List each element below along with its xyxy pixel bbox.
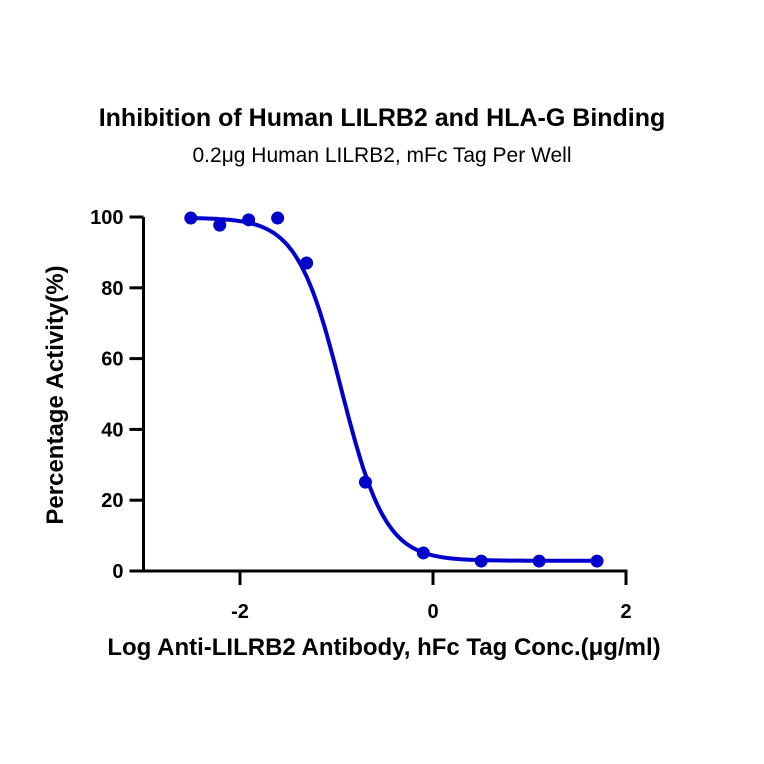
y-axis-label: Percentage Activity(%) <box>42 265 69 524</box>
y-tick-label: 60 <box>101 349 123 371</box>
data-point <box>271 211 285 225</box>
y-tick-label: 100 <box>90 207 123 229</box>
chart-title: Inhibition of Human LILRB2 and HLA-G Bin… <box>98 104 666 132</box>
chart-subtitle: 0.2μg Human LILRB2, mFc Tag Per Well <box>192 144 572 167</box>
data-point <box>416 546 430 560</box>
data-point <box>300 256 314 270</box>
data-point <box>532 554 546 568</box>
data-point <box>474 554 488 568</box>
data-point <box>358 475 372 489</box>
data-point <box>590 554 604 568</box>
fit-curve <box>190 216 597 563</box>
data-point <box>184 211 198 225</box>
y-tick-label: 0 <box>112 561 123 583</box>
x-axis-label: Log Anti-LILRB2 Antibody, hFc Tag Conc.(… <box>107 634 660 661</box>
x-tick-label: 2 <box>620 601 631 623</box>
x-tick-label: 0 <box>427 601 438 623</box>
y-tick-label: 80 <box>101 278 123 300</box>
data-point <box>242 213 256 227</box>
x-tick-label: -2 <box>231 601 249 623</box>
axes: 0 20 40 60 80 100 -2 0 2 <box>90 207 631 623</box>
y-tick-label: 40 <box>101 419 123 441</box>
y-tick-label: 20 <box>101 490 123 512</box>
data-points <box>184 211 604 568</box>
data-point <box>213 218 227 232</box>
